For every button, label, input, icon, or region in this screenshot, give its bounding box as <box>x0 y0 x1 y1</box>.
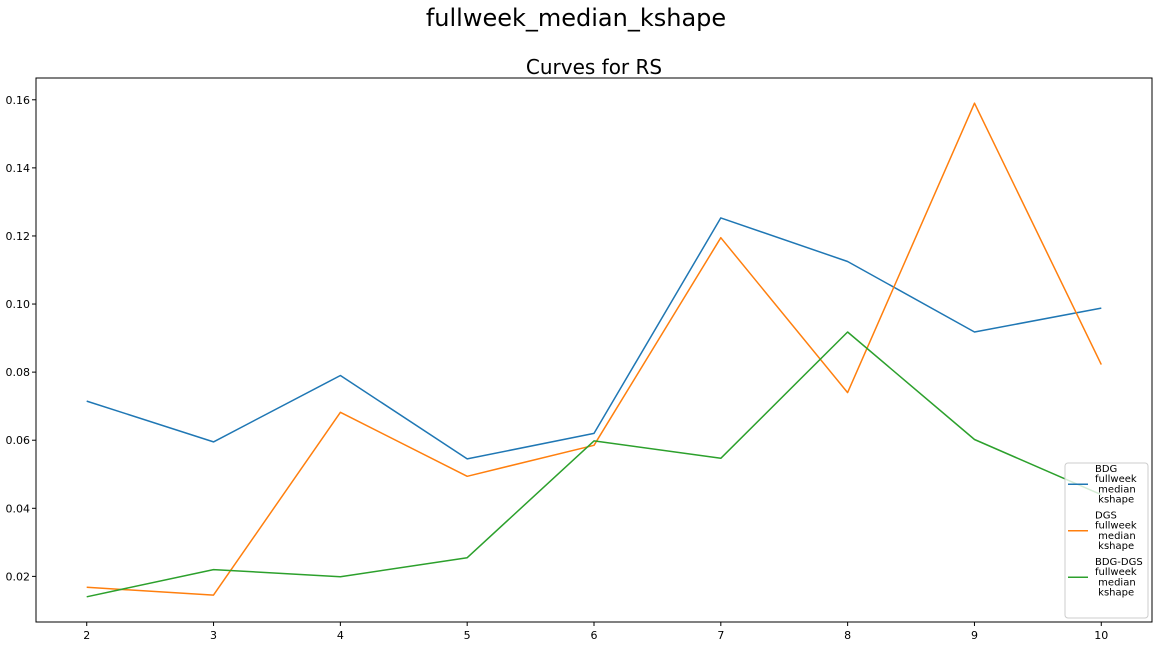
legend-label-2: DGS fullweek median kshape <box>1095 511 1137 553</box>
y-tick-label: 0.16 <box>6 94 31 107</box>
x-tick-label: 9 <box>971 629 978 642</box>
x-tick-label: 10 <box>1094 629 1108 642</box>
legend: BDG fullweek median kshape DGS fullweek med… <box>1064 462 1149 619</box>
x-tick-label: 8 <box>844 629 851 642</box>
y-tick-label: 0.12 <box>6 230 31 243</box>
x-tick-label: 7 <box>717 629 724 642</box>
x-tick-label: 4 <box>337 629 344 642</box>
y-tick-label: 0.02 <box>6 570 31 583</box>
y-tick-label: 0.14 <box>6 162 31 175</box>
legend-label-1: BDG fullweek median kshape <box>1095 464 1137 506</box>
y-tick-label: 0.08 <box>6 366 31 379</box>
series-layer <box>86 102 1102 598</box>
series-line-1 <box>86 217 1102 460</box>
x-tick-label: 5 <box>464 629 471 642</box>
chart-suptitle: fullweek_median_kshape <box>426 4 726 32</box>
series-line-3 <box>86 331 1102 598</box>
x-tick-label: 3 <box>210 629 217 642</box>
axis-ticks: 0.02 0.04 0.06 0.08 0.10 0.12 0.14 0.16 2 3 4 5 6 7 8 9… <box>6 94 1109 642</box>
plot-frame <box>35 77 1153 623</box>
legend-label-3: BDG-DGS fullweek median kshape <box>1095 557 1143 599</box>
x-tick-label: 6 <box>591 629 598 642</box>
y-tick-label: 0.10 <box>6 298 31 311</box>
y-tick-label: 0.06 <box>6 434 31 447</box>
x-tick-label: 2 <box>83 629 90 642</box>
y-tick-label: 0.04 <box>6 502 31 515</box>
chart-title: Curves for RS <box>526 55 662 79</box>
legend-box <box>1064 462 1149 619</box>
series-line-2 <box>86 102 1102 596</box>
